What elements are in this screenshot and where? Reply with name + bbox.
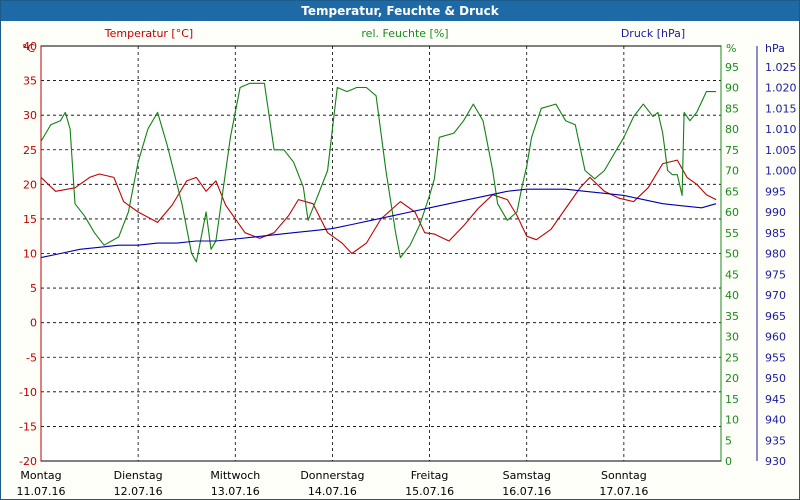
humidity-tick-label: 0 <box>725 455 732 468</box>
pressure-tick-label: 975 <box>765 268 786 281</box>
x-tick-day-label: Dienstag <box>114 469 163 482</box>
humidity-tick-label: 15 <box>725 393 739 406</box>
temperature-tick-label: 30 <box>23 109 37 122</box>
humidity-tick-label: 60 <box>725 206 739 219</box>
humidity-tick-label: 90 <box>725 82 739 95</box>
humidity-tick-label: 50 <box>725 248 739 261</box>
temperature-tick-label: 5 <box>30 282 37 295</box>
pressure-axis-label: Druck [hPa] <box>621 27 685 40</box>
pressure-tick-label: 995 <box>765 185 786 198</box>
x-tick-date-label: 12.07.16 <box>114 485 163 498</box>
temperature-tick-label: 35 <box>23 75 37 88</box>
temperature-axis-label: Temperatur [°C] <box>104 27 193 40</box>
pressure-tick-label: 960 <box>765 331 786 344</box>
x-tick-date-label: 17.07.16 <box>599 485 648 498</box>
temperature-tick-label: 10 <box>23 248 37 261</box>
x-tick-day-label: Freitag <box>411 469 449 482</box>
humidity-series-line <box>40 82 717 263</box>
x-tick-date-label: 15.07.16 <box>405 485 454 498</box>
humidity-tick-label: 30 <box>725 331 739 344</box>
humidity-tick-label: 55 <box>725 227 739 240</box>
temperature-series-line <box>40 159 717 255</box>
temperature-tick-label: 0 <box>30 317 37 330</box>
pressure-tick-label: 970 <box>765 289 786 302</box>
pressure-tick-label: 1.015 <box>765 102 797 115</box>
humidity-tick-label: 75 <box>725 144 739 157</box>
temperature-tick-label: 20 <box>23 178 37 191</box>
pressure-tick-label: 1.000 <box>765 165 797 178</box>
pressure-tick-label: 985 <box>765 227 786 240</box>
pressure-tick-label: 930 <box>765 455 786 468</box>
pressure-tick-label: 965 <box>765 310 786 323</box>
pressure-tick-label: 955 <box>765 351 786 364</box>
x-tick-day-label: Sonntag <box>601 469 647 482</box>
humidity-tick-label: 5 <box>725 434 732 447</box>
humidity-tick-label: 95 <box>725 61 739 74</box>
pressure-tick-label: 945 <box>765 393 786 406</box>
temperature-tick-label: -10 <box>19 386 37 399</box>
x-tick-date-label: 13.07.16 <box>211 485 260 498</box>
temperature-tick-label: 15 <box>23 213 37 226</box>
x-tick-date-label: 11.07.16 <box>17 485 66 498</box>
humidity-tick-label: 80 <box>725 123 739 136</box>
pressure-unit-label: hPa <box>765 42 785 55</box>
temperature-tick-label: 25 <box>23 144 37 157</box>
pressure-tick-label: 1.010 <box>765 123 797 136</box>
pressure-tick-label: 1.005 <box>765 144 797 157</box>
humidity-tick-label: 20 <box>725 372 739 385</box>
humidity-tick-label: 10 <box>725 414 739 427</box>
temperature-tick-label: -20 <box>19 455 37 468</box>
temperature-tick-label: 40 <box>23 40 37 53</box>
x-tick-day-label: Donnerstag <box>300 469 364 482</box>
humidity-axis-label: rel. Feuchte [%] <box>361 27 448 40</box>
x-tick-date-label: 14.07.16 <box>308 485 357 498</box>
pressure-tick-label: 1.020 <box>765 82 797 95</box>
humidity-tick-label: 45 <box>725 268 739 281</box>
x-tick-day-label: Mittwoch <box>210 469 260 482</box>
humidity-tick-label: 85 <box>725 102 739 115</box>
humidity-tick-label: 65 <box>725 185 739 198</box>
pressure-tick-label: 950 <box>765 372 786 385</box>
x-tick-day-label: Montag <box>20 469 61 482</box>
chart-title: Temperatur, Feuchte & Druck <box>1 1 799 21</box>
humidity-tick-label: 70 <box>725 165 739 178</box>
pressure-tick-label: 990 <box>765 206 786 219</box>
pressure-tick-label: 940 <box>765 414 786 427</box>
humidity-tick-label: 40 <box>725 289 739 302</box>
temperature-tick-label: -15 <box>19 420 37 433</box>
temperature-tick-label: -5 <box>26 351 37 364</box>
pressure-tick-label: 1.025 <box>765 61 797 74</box>
humidity-tick-label: 25 <box>725 351 739 364</box>
pressure-series-line <box>40 188 717 259</box>
temperature-unit-label: °C <box>22 42 36 55</box>
humidity-unit-label: % <box>726 42 736 55</box>
pressure-tick-label: 980 <box>765 248 786 261</box>
x-tick-day-label: Samstag <box>503 469 551 482</box>
humidity-tick-label: 35 <box>725 310 739 323</box>
pressure-tick-label: 935 <box>765 434 786 447</box>
x-tick-date-label: 16.07.16 <box>502 485 551 498</box>
